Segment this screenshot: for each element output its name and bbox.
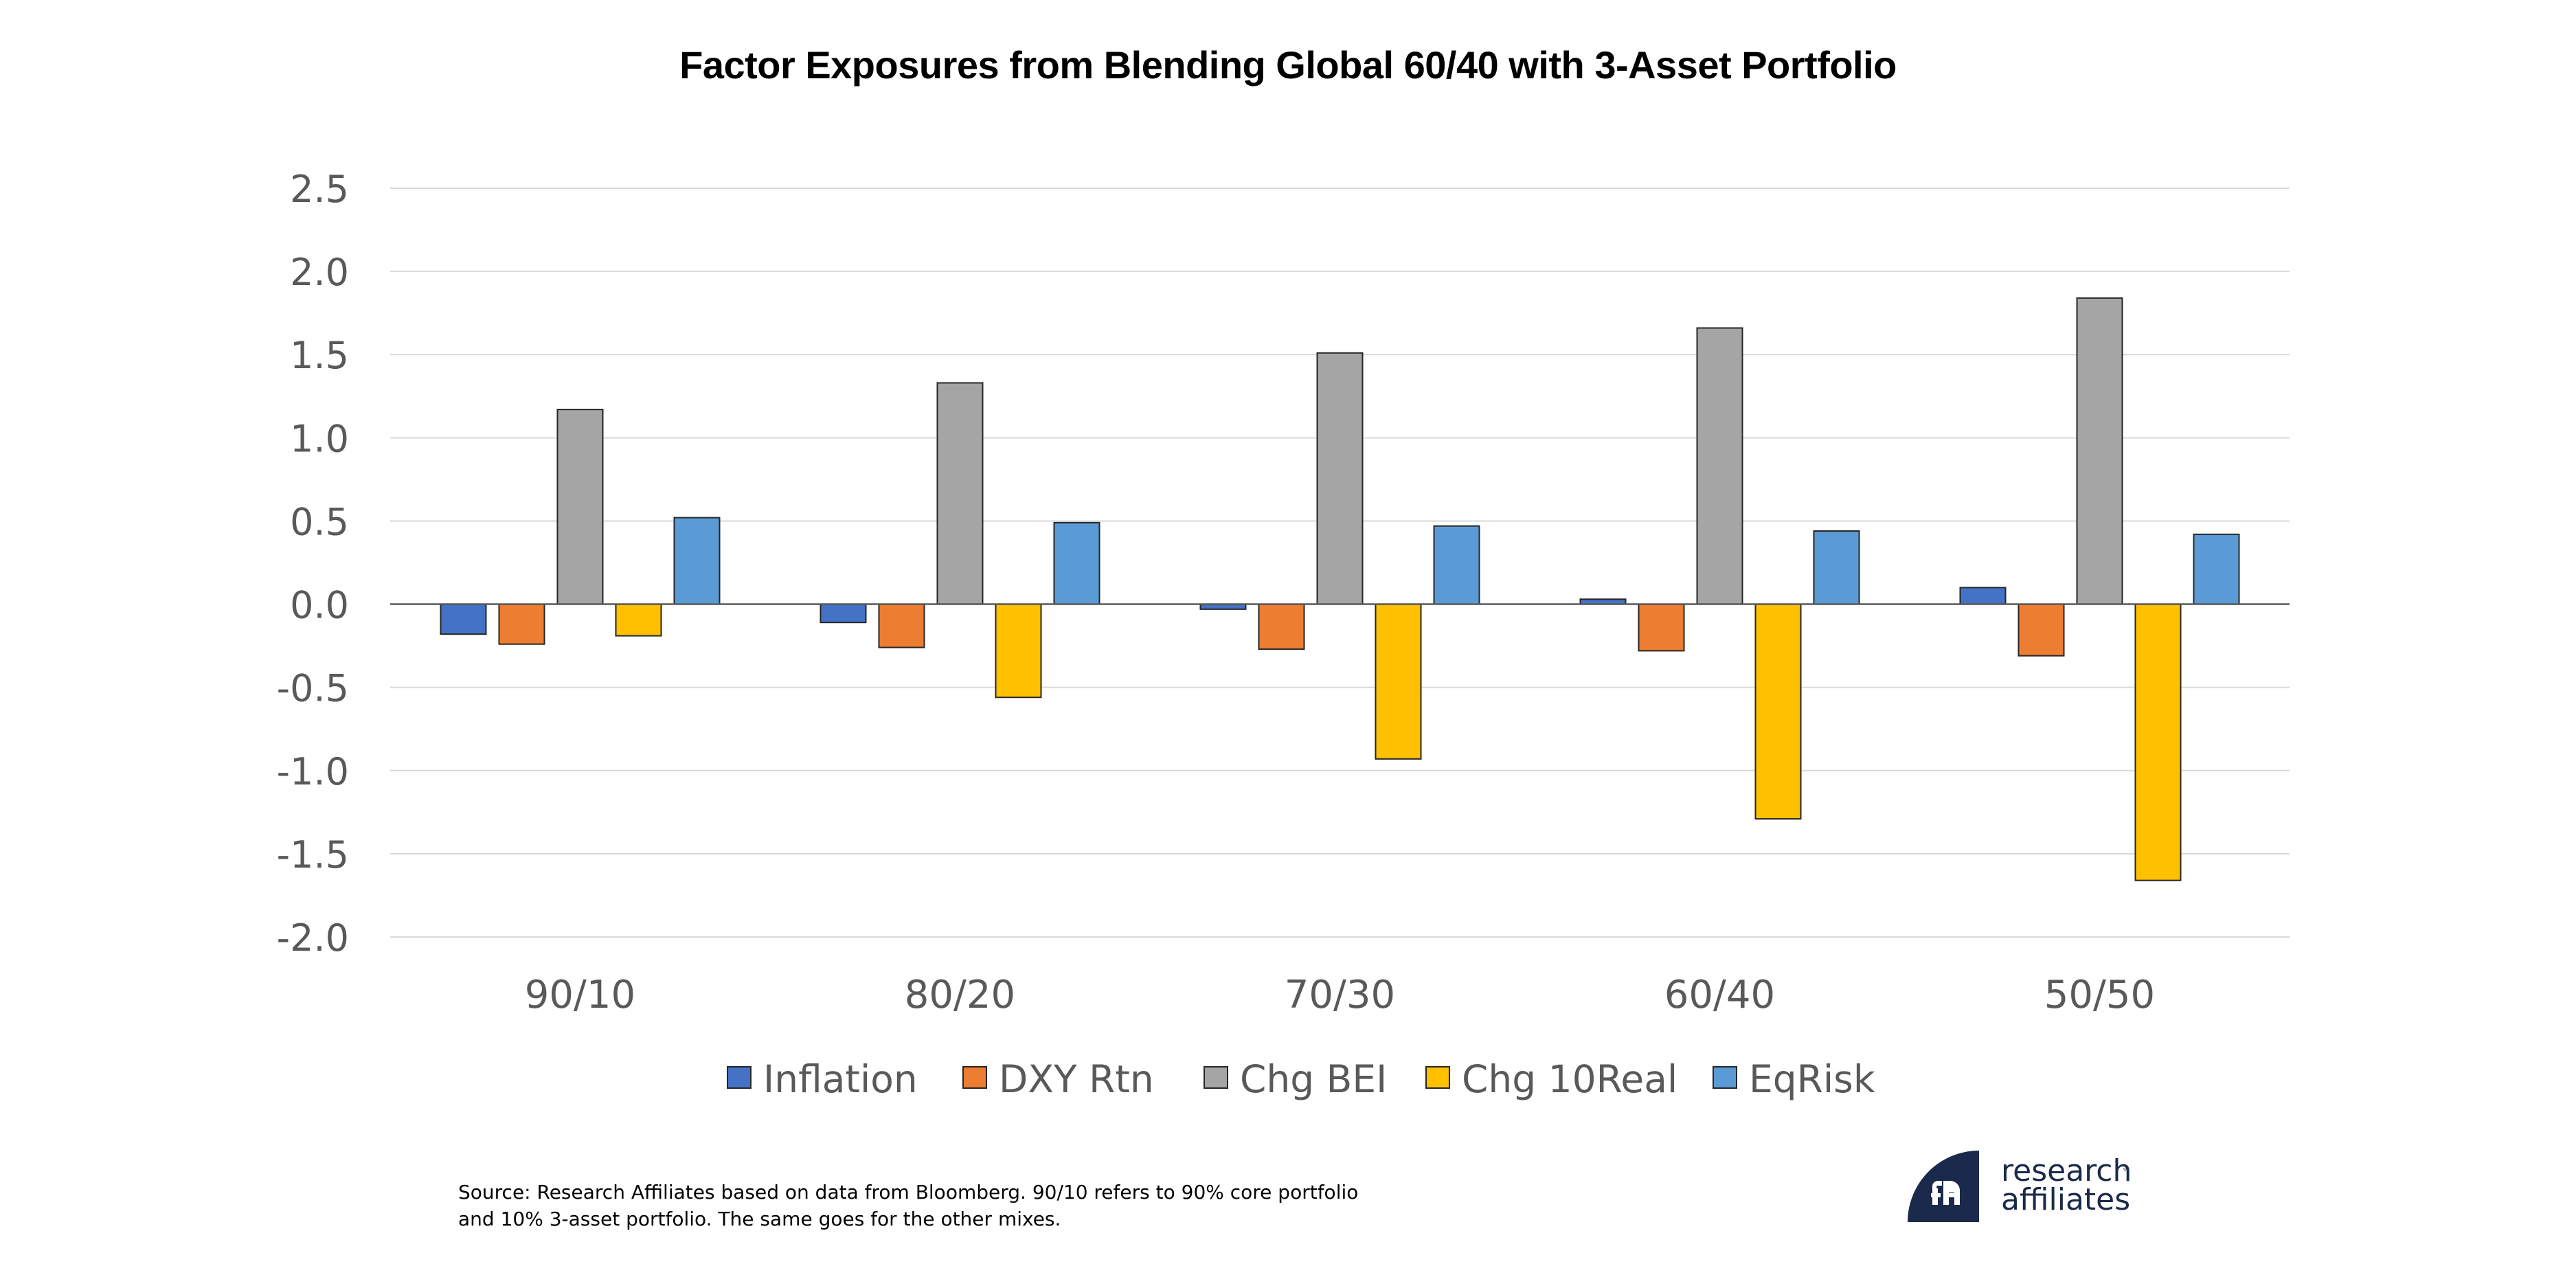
bar-dxy-rtn-60-40	[1638, 603, 1685, 652]
bar-chg-bei-70-30	[1316, 352, 1364, 605]
bar-chg-10real-60-40	[1754, 603, 1802, 820]
bar-inflation-50-50	[1959, 587, 2007, 605]
legend-swatch-chg-bei	[1204, 1066, 1228, 1089]
legend-item: Chg 10Real	[1425, 1057, 1677, 1101]
bar-inflation-80-20	[820, 603, 867, 624]
legend-label: Chg BEI	[1240, 1057, 1387, 1101]
x-axis-ticks: 90/10 80/20 70/30 60/40 50/50	[525, 973, 2155, 1017]
source-note: Source: Research Affiliates based on dat…	[458, 1179, 1420, 1232]
legend-label: EqRisk	[1749, 1057, 1875, 1101]
y-tick-label: -0.5	[277, 667, 349, 710]
legend-label: Inflation	[763, 1057, 918, 1101]
source-note-line-2: and 10% 3-asset portfolio. The same goes…	[458, 1208, 1061, 1230]
y-tick-label: -1.5	[277, 833, 349, 877]
legend-item: DXY Rtn	[962, 1057, 1154, 1101]
x-tick-label: 80/20	[905, 973, 1015, 1017]
x-tick-label: 90/10	[525, 973, 635, 1017]
y-tick-label: 2.5	[290, 168, 349, 211]
bar-eqrisk-90-10	[673, 517, 721, 605]
logo-text-affiliates: affiliates	[2001, 1182, 2131, 1217]
y-tick-label: 1.5	[290, 334, 349, 377]
bar-dxy-rtn-70-30	[1258, 603, 1305, 650]
logo-mark-icon	[1908, 1151, 1979, 1222]
x-tick-label: 50/50	[2044, 973, 2155, 1017]
logo-text-research: research	[2001, 1153, 2132, 1188]
legend-label: DXY Rtn	[999, 1057, 1154, 1101]
bar-inflation-90-10	[440, 603, 487, 635]
legend-item: Chg BEI	[1204, 1057, 1387, 1101]
bar-dxy-rtn-80-20	[878, 603, 925, 648]
legend-swatch-eqrisk	[1713, 1066, 1737, 1089]
bar-dxy-rtn-50-50	[2018, 603, 2065, 657]
bar-chg-bei-80-20	[936, 382, 984, 605]
legend-swatch-dxy-rtn	[962, 1066, 987, 1089]
bar-chg-10real-70-30	[1375, 603, 1422, 760]
bar-chg-bei-50-50	[2076, 297, 2123, 605]
legend-label: Chg 10Real	[1462, 1057, 1677, 1101]
research-affiliates-logo: research affiliates ™	[1908, 1149, 2134, 1225]
x-tick-label: 60/40	[1664, 973, 1775, 1017]
bar-eqrisk-60-40	[1813, 530, 1860, 605]
chart-title: Factor Exposures from Blending Global 60…	[679, 43, 1897, 87]
bar-chg-10real-50-50	[2134, 603, 2182, 881]
y-tick-label: 2.0	[290, 251, 349, 294]
bar-dxy-rtn-90-10	[498, 603, 545, 645]
bar-eqrisk-70-30	[1433, 525, 1480, 605]
y-tick-label: 0.5	[290, 500, 349, 543]
legend-swatch-chg-10real	[1425, 1066, 1450, 1089]
bars	[440, 297, 2240, 881]
y-tick-label: 1.0	[290, 417, 349, 460]
y-tick-label: -1.0	[277, 750, 349, 793]
bar-chg-10real-90-10	[615, 603, 662, 637]
y-axis-ticks: 2.5 2.0 1.5 1.0 0.5 0.0 -0.5 -1.0 -1.5 -2.0	[277, 168, 349, 960]
bar-chg-10real-80-20	[995, 603, 1042, 699]
source-note-line-1: Source: Research Affiliates based on dat…	[458, 1181, 1359, 1204]
bar-eqrisk-80-20	[1053, 521, 1100, 605]
legend: Inflation DXY Rtn Chg BEI Chg 10Real EqRisk	[727, 1057, 1875, 1101]
bar-chg-bei-90-10	[556, 409, 604, 605]
x-tick-label: 70/30	[1285, 973, 1395, 1017]
logo-trademark: ™	[2122, 1167, 2130, 1177]
legend-swatch-inflation	[727, 1066, 752, 1089]
legend-item: EqRisk	[1713, 1057, 1875, 1101]
legend-item: Inflation	[727, 1057, 918, 1101]
y-tick-label: -2.0	[277, 916, 349, 960]
y-tick-label: 0.0	[290, 584, 349, 627]
bar-chg-bei-60-40	[1696, 327, 1743, 605]
bar-eqrisk-50-50	[2193, 533, 2240, 605]
